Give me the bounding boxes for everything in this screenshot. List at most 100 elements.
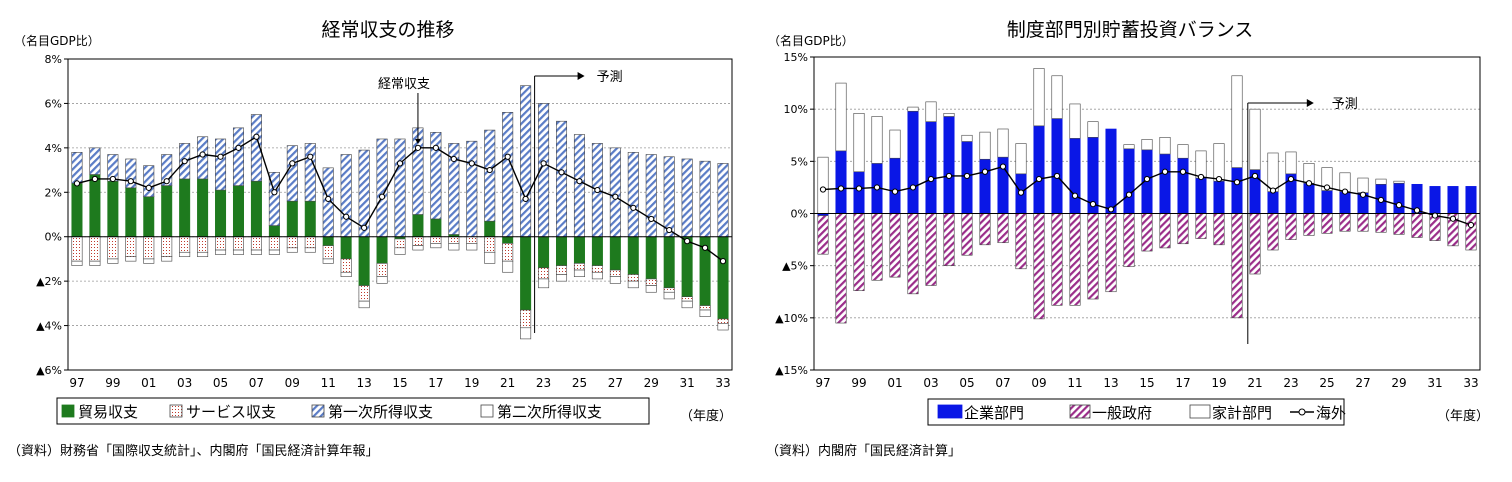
bar-家計部門-01 [889,129,901,159]
bar-サービス収支-09 [286,236,298,249]
bar-一般政府-23 [1285,213,1297,240]
point-経常収支-33 [719,258,727,265]
bar-第二次所得収支-14 [376,276,388,284]
annotation-label: 経常収支 [378,77,430,92]
bar-第二次所得収支-01 [143,258,155,264]
bar-貿易収支-06 [232,185,244,238]
bar-第一次所得収支-29 [645,154,657,238]
x-tick-label: 03 [923,376,938,390]
legend-label: サービス収支 [186,403,276,421]
bar-一般政府-29 [1393,213,1405,235]
legend-swatch-marker [1298,408,1306,416]
bar-貿易収支-00 [125,187,137,238]
x-tick-label: 11 [321,376,336,390]
x-tick-label: 29 [1391,376,1406,390]
legend-label: 一般政府 [1092,404,1152,422]
bar-家計部門-10 [1051,75,1063,119]
bar-貿易収支-04 [197,178,209,238]
bar-家計部門-03 [925,101,937,122]
bar-第二次所得収支-12 [340,271,352,277]
point-海外-10 [1053,172,1061,180]
bar-第二次所得収支-97 [71,260,83,266]
y-tick-label: ▲4% [36,320,62,333]
bar-第一次所得収支-02 [161,154,173,186]
bar-家計部門-05 [961,134,973,142]
bar-サービス収支-26 [591,265,603,273]
point-経常収支-32 [701,244,709,251]
bar-企業部門-29 [1393,182,1405,214]
point-海外-26 [1341,188,1349,195]
point-海外-06 [981,168,989,175]
bar-第一次所得収支-10 [304,143,316,202]
forecast-arrow-head [577,72,585,80]
point-経常収支-12 [343,213,350,220]
bar-貿易収支-16 [412,214,424,238]
bar-家計部門-97 [817,156,829,214]
legend-label: 第二次所得収支 [497,403,602,421]
bar-サービス収支-12 [340,258,352,273]
bar-第一次所得収支-04 [197,136,209,180]
bar-一般政府-27 [1357,213,1369,232]
bar-第一次所得収支-09 [286,145,298,202]
x-tick-label: 07 [249,376,264,390]
bar-貿易収支-09 [286,200,298,238]
point-経常収支-08 [271,189,278,196]
chart-title: 制度部門別貯蓄投資バランス [1007,19,1254,41]
bar-第一次所得収支-25 [573,134,585,238]
point-経常収支-07 [253,133,260,140]
bar-家計部門-11 [1069,103,1081,139]
bar-家計部門-22 [1267,152,1279,192]
bar-家計部門-15 [1141,139,1153,151]
point-海外-18 [1197,173,1205,181]
bar-貿易収支-27 [609,236,621,271]
x-tick-label: 97 [69,376,84,390]
bar-貿易収支-31 [681,236,693,297]
bar-企業部門-14 [1123,148,1135,214]
bar-企業部門-25 [1321,190,1333,214]
point-経常収支-17 [432,144,439,151]
bar-第二次所得収支-24 [556,274,568,282]
bar-サービス収支-27 [609,269,621,277]
bar-貿易収支-33 [717,236,729,320]
bar-一般政府-98 [835,213,847,324]
bar-貿易収支-99 [107,180,119,238]
bar-第二次所得収支-00 [125,256,137,262]
bar-貿易収支-22 [520,236,532,311]
bar-第二次所得収支-11 [322,258,334,264]
point-経常収支-04 [199,151,206,158]
point-海外-12 [1089,201,1097,208]
bar-第一次所得収支-21 [502,112,514,238]
bar-家計部門-25 [1321,167,1333,191]
x-tick-label: 07 [995,376,1010,390]
point-経常収支-30 [666,226,673,234]
point-海外-00 [873,184,881,191]
point-海外-02 [909,184,917,191]
bar-第一次所得収支-28 [627,152,639,238]
bar-第一次所得収支-12 [340,154,352,238]
legend-swatch [937,404,963,419]
bar-貿易収支-23 [538,236,550,269]
legend-label: 家計部門 [1212,404,1272,422]
x-tick-label: 19 [1211,376,1226,390]
point-経常収支-00 [127,178,134,185]
bar-企業部門-31 [1429,186,1441,214]
bar-第二次所得収支-06 [232,249,244,255]
point-海外-24 [1305,180,1313,187]
y-tick-label: 10% [784,103,808,116]
bar-サービス収支-17 [430,236,442,244]
bar-企業部門-98 [835,150,847,214]
bar-一般政府-21 [1249,213,1261,275]
annotation-pointer-head [414,138,421,144]
point-海外-08 [1017,189,1025,196]
bar-一般政府-18 [1195,213,1207,239]
bar-サービス収支-28 [627,274,639,282]
legend-swatch [311,404,325,418]
bar-第二次所得収支-30 [663,291,675,300]
bar-一般政府-09 [1033,213,1045,320]
bar-一般政府-30 [1411,213,1423,238]
bar-貿易収支-29 [645,236,657,280]
bar-第二次所得収支-20 [484,251,496,264]
current-account-line [73,133,727,265]
bar-貿易収支-20 [484,220,496,238]
x-tick-label: 33 [715,376,730,390]
